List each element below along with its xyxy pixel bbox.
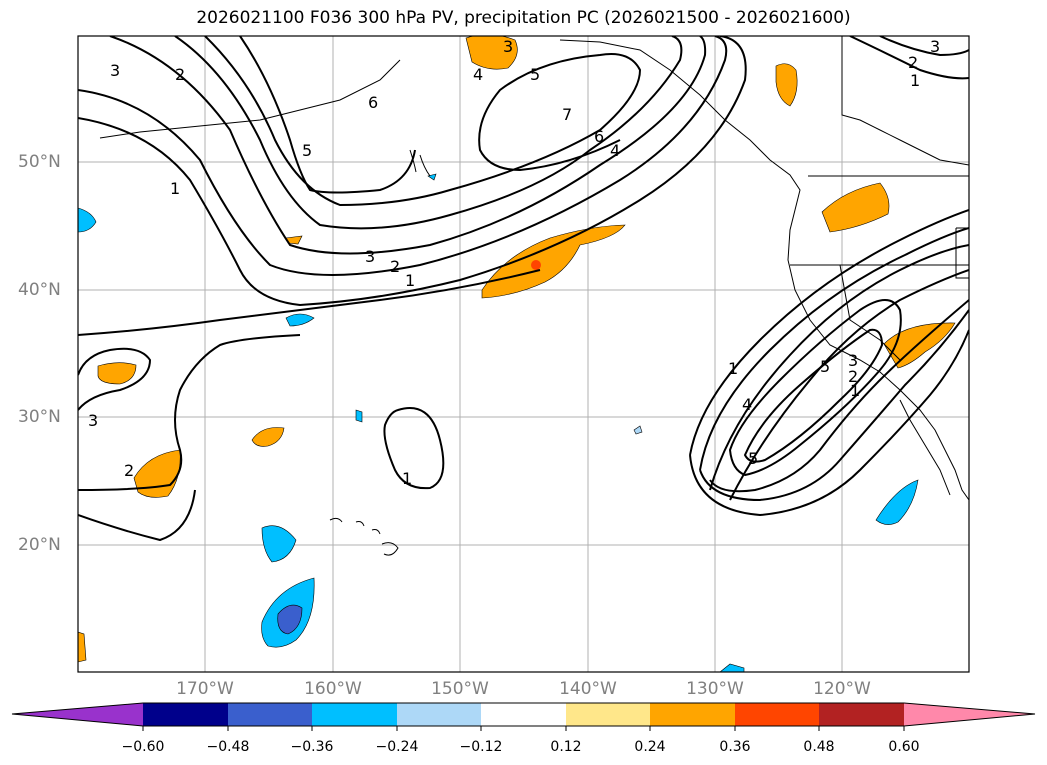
colorbar-bin [312,703,397,726]
contour-label: 2 [175,65,185,84]
contour-label: 5 [748,449,758,468]
colorbar-tick-label: −0.24 [375,739,419,755]
contour-label: 1 [850,381,860,400]
contour-label: 3 [110,61,120,80]
lon-tick-label: 120°W [813,679,871,699]
colorbar-tick-label: 0.24 [634,739,666,755]
colorbar-bin [397,703,481,726]
contour-label: 5 [820,357,830,376]
lon-tick-label: 150°W [431,679,489,699]
colorbar-bin [143,703,228,726]
contour-label: 2 [124,461,134,480]
contour-label: 7 [562,105,572,124]
contour-label: 1 [405,271,415,290]
lon-tick-label: 170°W [176,679,234,699]
contour-label: 3 [930,37,940,56]
contour-label: 3 [88,411,98,430]
pv-contour-labels: 3 2 6 5 1 3 2 1 3 4 5 7 6 4 3 2 1 3 2 1 … [88,37,940,488]
contour-label: 2 [908,53,918,72]
colorbar-tick-label: 0.12 [550,739,582,755]
contour-label: 2 [848,367,858,386]
colorbar-bin [481,703,566,726]
contour-label: 4 [742,395,752,414]
contour-label: 5 [530,65,540,84]
lon-tick-label: 140°W [559,679,617,699]
pv-contours [78,36,969,542]
lat-tick-label: 40°N [18,280,61,300]
coastlines [99,36,969,556]
lat-tick-label: 50°N [18,152,61,172]
contour-label: 1 [402,469,412,488]
colorbar-extend-min [12,703,143,726]
colorbar-tick-label: 0.36 [719,739,751,755]
colorbar-tick-label: −0.60 [121,739,165,755]
map-title: 2026021100 F036 300 hPa PV, precipitatio… [196,8,851,28]
colorbar-bin [650,703,735,726]
contour-label: 1 [910,71,920,90]
colorbar [11,702,1036,731]
precip-positive [78,36,956,663]
colorbar-bin [819,703,904,726]
colorbar-tick-label: 0.60 [888,739,920,755]
contour-label: 6 [368,93,378,112]
contour-label: 6 [594,127,604,146]
colorbar-bin [228,703,312,726]
contour-label: 4 [610,141,620,160]
contour-label: 3 [365,247,375,266]
contour-label: 1 [170,179,180,198]
colorbar-bin [566,703,650,726]
contour-label: 3 [503,37,513,56]
colorbar-tick-label: −0.36 [290,739,334,755]
contour-label: 2 [390,257,400,276]
contour-label: 5 [302,141,312,160]
graticule [78,36,969,672]
lat-tick-label: 30°N [18,407,61,427]
colorbar-tick-label: 0.48 [803,739,835,755]
precip-negative [78,173,919,672]
contour-label: 4 [473,65,483,84]
colorbar-tick-label: −0.48 [206,739,250,755]
map-frame [77,35,970,673]
lat-tick-label: 20°N [18,535,61,555]
lon-tick-label: 160°W [304,679,362,699]
colorbar-tick-label: −0.12 [459,739,503,755]
contour-label: 3 [848,351,858,370]
contour-label: 1 [728,359,738,378]
colorbar-bin [735,703,819,726]
lon-tick-label: 130°W [686,679,744,699]
colorbar-extend-max [904,703,1035,726]
